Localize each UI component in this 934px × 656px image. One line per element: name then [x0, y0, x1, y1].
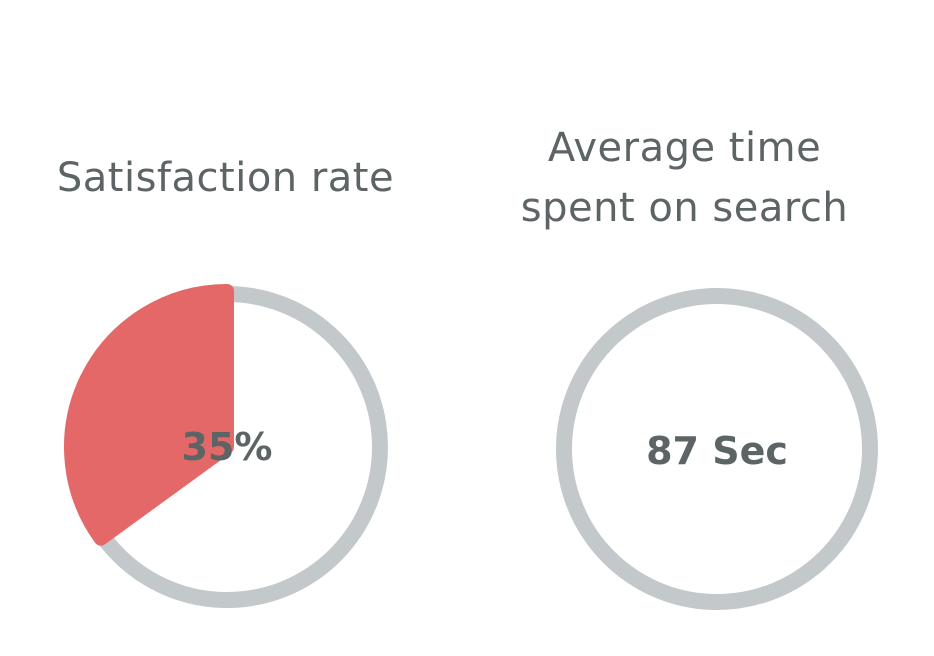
time-panel: Average time spent on search [467, 0, 934, 656]
time-title-line-2: spent on search [520, 185, 849, 231]
satisfaction-gauge: 35% [64, 284, 388, 608]
time-title-line-1: Average time [547, 125, 822, 171]
satisfaction-slice [64, 284, 234, 546]
satisfaction-title: Satisfaction rate [56, 155, 395, 201]
time-gauge: 87 Sec [556, 288, 878, 610]
time-ring [556, 288, 878, 610]
time-value: 87 Sec [646, 429, 788, 473]
time-title: Average time spent on search [451, 118, 918, 238]
satisfaction-panel: Satisfaction rate [56, 155, 395, 201]
satisfaction-value: 35% [182, 425, 273, 469]
